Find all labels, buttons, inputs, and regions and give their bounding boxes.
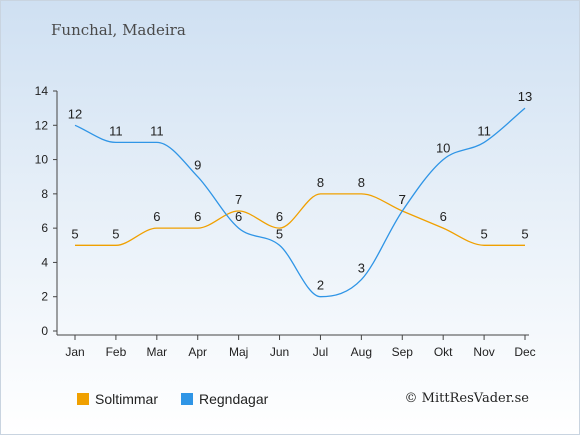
legend-swatch-regndagar — [181, 393, 193, 405]
x-tick-label: Maj — [229, 345, 248, 359]
data-label-soltimmar: 5 — [521, 226, 528, 241]
legend-item-soltimmar: Soltimmar — [77, 391, 158, 407]
x-tick-label: Apr — [188, 345, 207, 359]
data-label-soltimmar: 7 — [235, 192, 242, 207]
x-tick-label: Jan — [65, 345, 84, 359]
series-line-regndagar — [74, 107, 526, 298]
y-tick-label: 12 — [35, 118, 49, 132]
data-label-regndagar: 6 — [235, 209, 242, 224]
copyright-text: © MittResVader.se — [404, 391, 529, 406]
data-label-soltimmar: 6 — [194, 209, 201, 224]
data-label-soltimmar: 5 — [480, 226, 487, 241]
data-label-soltimmar: 6 — [153, 209, 160, 224]
y-tick-label: 14 — [35, 84, 49, 98]
x-tick-label: Sep — [392, 345, 414, 359]
data-label-regndagar: 5 — [276, 226, 283, 241]
x-tick-label: Dec — [514, 345, 535, 359]
data-label-regndagar: 3 — [358, 261, 365, 276]
x-tick-label: Nov — [473, 345, 494, 359]
y-tick-label: 0 — [41, 324, 48, 338]
data-label-soltimmar: 8 — [358, 175, 365, 190]
data-label-regndagar: 12 — [68, 106, 82, 121]
data-label-regndagar: 11 — [477, 123, 491, 138]
data-label-regndagar: 11 — [109, 123, 123, 138]
data-label-regndagar: 11 — [150, 123, 164, 138]
y-tick-label: 10 — [35, 153, 49, 167]
x-tick-label: Okt — [434, 345, 453, 359]
data-label-soltimmar: 5 — [112, 226, 119, 241]
x-tick-label: Mar — [146, 345, 167, 359]
y-tick-label: 6 — [41, 221, 48, 235]
data-label-regndagar: 10 — [436, 141, 450, 156]
data-label-regndagar: 13 — [518, 89, 532, 104]
y-tick-label: 2 — [41, 290, 48, 304]
legend-swatch-soltimmar — [77, 393, 89, 405]
chart-title: Funchal, Madeira — [51, 21, 186, 39]
x-tick-label: Jun — [270, 345, 289, 359]
legend-label-regndagar: Regndagar — [199, 391, 269, 407]
series-line-soltimmar — [75, 193, 525, 246]
legend-item-regndagar: Regndagar — [181, 391, 268, 407]
data-label-soltimmar: 6 — [440, 209, 447, 224]
data-label-regndagar: 2 — [317, 278, 324, 293]
data-label-soltimmar: 8 — [317, 175, 324, 190]
x-tick-label: Aug — [351, 345, 372, 359]
y-tick-label: 4 — [41, 255, 48, 269]
x-tick-label: Jul — [313, 345, 328, 359]
data-label-soltimmar: 6 — [276, 209, 283, 224]
legend-label-soltimmar: Soltimmar — [95, 391, 159, 407]
data-label-regndagar: 7 — [399, 192, 406, 207]
data-label-regndagar: 9 — [194, 158, 201, 173]
y-tick-label: 8 — [41, 187, 48, 201]
data-label-soltimmar: 5 — [71, 226, 78, 241]
x-tick-label: Feb — [106, 345, 127, 359]
data-label-soltimmar: 7 — [399, 192, 406, 207]
